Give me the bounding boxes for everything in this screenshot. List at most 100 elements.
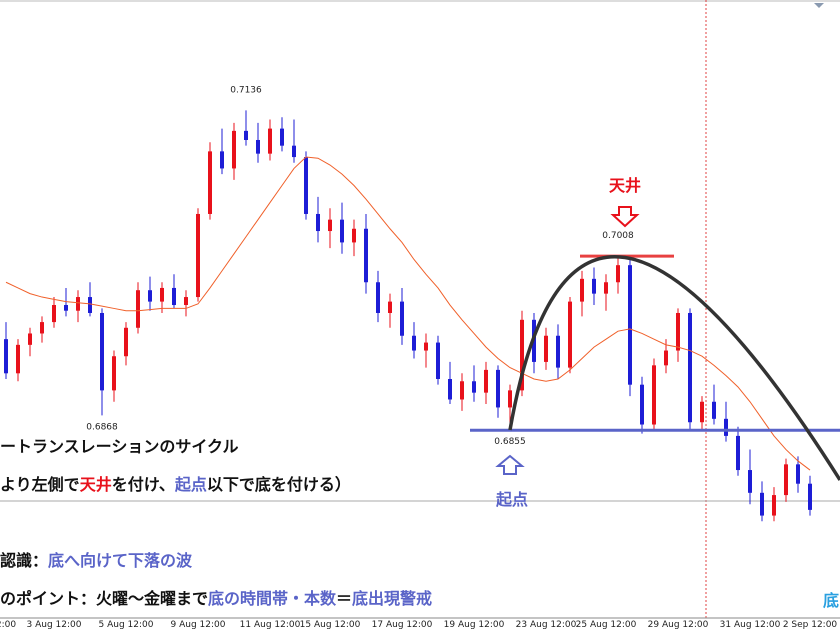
candle-body xyxy=(508,390,512,408)
candle-body xyxy=(736,435,740,471)
candle-body xyxy=(796,464,800,484)
x-tick-label: 23 Aug 12:00 xyxy=(516,620,577,630)
candle-body xyxy=(124,327,128,357)
x-tick-label: 19 Aug 12:00 xyxy=(444,620,505,630)
candle-body xyxy=(760,492,764,516)
candle-body xyxy=(160,287,164,302)
plot: 2:00 3 Aug 12:00 5 Aug 12:00 9 Aug 12:00 11 … xyxy=(0,85,840,630)
candle-body xyxy=(484,369,488,393)
note-segment: を付け、 xyxy=(112,475,175,494)
note-line: のポイント：火曜〜金曜まで底の時間帯・本数＝底出現警戒 xyxy=(0,589,432,608)
candle-body xyxy=(376,282,380,313)
note-segment: のポイント：火曜〜金曜まで xyxy=(0,589,208,608)
edge-note: 底 xyxy=(823,591,839,610)
candle-body xyxy=(808,483,812,510)
price-label: 0.7008 xyxy=(602,231,634,241)
candle-body xyxy=(340,219,344,243)
candle-body xyxy=(208,151,212,214)
peak-label: 天井 xyxy=(609,176,641,195)
x-tick-label: 5 Aug 12:00 xyxy=(99,620,154,630)
candle-body xyxy=(604,282,608,294)
note-line: 認識：底へ向けて下落の波 xyxy=(0,551,193,570)
candle-body xyxy=(28,333,32,345)
candle-body xyxy=(784,464,788,496)
candle-body xyxy=(436,342,440,379)
candle-body xyxy=(112,356,116,391)
origin-arrow xyxy=(495,454,525,475)
candle-body xyxy=(472,381,476,393)
candle-body xyxy=(172,287,176,306)
note-line: より左側で天井を付け、起点以下で底を付ける） xyxy=(0,475,351,494)
x-tick-label: 29 Aug 12:00 xyxy=(648,620,709,630)
candle-body xyxy=(580,278,584,302)
note-segment: 認識： xyxy=(0,551,48,570)
note-line: ートランスレーションのサイクル xyxy=(0,437,239,456)
note-segment: 底の時間帯・本数 xyxy=(208,589,337,608)
candle-body xyxy=(712,401,716,419)
candle-body xyxy=(148,290,152,302)
note-segment: より左側で xyxy=(0,475,80,494)
candle-body xyxy=(64,305,68,311)
x-tick-label: 3 Aug 12:00 xyxy=(27,620,82,630)
note-segment: 起点 xyxy=(174,475,207,494)
candle-body xyxy=(676,312,680,351)
candle-body xyxy=(640,384,644,425)
candle-body xyxy=(424,342,428,351)
candle-body xyxy=(136,290,140,328)
x-tick-label: 25 Aug 12:00 xyxy=(576,620,637,630)
x-tick-label: 2 Sep 12:00 xyxy=(783,620,838,630)
x-tick-label: 2:00 xyxy=(0,620,16,630)
candle-body xyxy=(184,297,188,306)
candle-body xyxy=(664,350,668,366)
candle-body xyxy=(412,335,416,351)
candle-body xyxy=(280,128,284,146)
x-tick-label: 17 Aug 12:00 xyxy=(372,620,433,630)
candle-body xyxy=(304,157,308,214)
x-tick-label: 15 Aug 12:00 xyxy=(300,620,361,630)
candle-body xyxy=(232,130,236,169)
candle-body xyxy=(592,278,596,294)
x-tick-label: 31 Aug 12:00 xyxy=(720,620,781,630)
candle-body xyxy=(724,418,728,436)
note-segment: 底へ向けて下落の波 xyxy=(48,551,193,570)
note-segment: 底出現警戒 xyxy=(352,589,432,608)
price-label: 0.6868 xyxy=(86,422,118,432)
candle-body xyxy=(460,381,464,400)
x-tick-label: 9 Aug 12:00 xyxy=(171,620,226,630)
candle-body xyxy=(292,145,296,158)
candle-body xyxy=(220,151,224,169)
note-segment: 天井 xyxy=(80,475,112,494)
candle-body xyxy=(196,213,200,298)
candle-body xyxy=(52,305,56,323)
candle-body xyxy=(76,297,80,311)
candle-body xyxy=(496,369,500,408)
candle-body xyxy=(688,312,692,423)
candle-body xyxy=(328,219,332,232)
candle-body xyxy=(568,301,572,368)
candle-body xyxy=(4,339,8,374)
cycle-arc xyxy=(508,255,840,481)
candle-body xyxy=(520,319,524,391)
candle-body xyxy=(772,495,776,516)
candle-body xyxy=(628,265,632,385)
candle-body xyxy=(256,139,260,154)
candle-body xyxy=(748,470,752,493)
candle-body xyxy=(400,301,404,336)
peak-arrow xyxy=(610,206,640,228)
candle-body xyxy=(16,344,20,374)
candle-body xyxy=(652,365,656,425)
candle-body xyxy=(616,265,620,283)
moving-average xyxy=(5,156,811,471)
candle-body xyxy=(388,301,392,313)
note-segment: ートランスレーションのサイクル xyxy=(0,437,239,456)
price-label: 0.7136 xyxy=(230,85,262,95)
origin-label: 起点 xyxy=(495,490,528,509)
scroll-marker xyxy=(814,3,824,8)
note-segment: 以下で底を付ける） xyxy=(207,475,351,494)
candle-body xyxy=(316,213,320,232)
candle-body xyxy=(544,335,548,362)
candle-body xyxy=(352,228,356,243)
candle-body xyxy=(244,130,248,140)
candle-body xyxy=(268,128,272,154)
